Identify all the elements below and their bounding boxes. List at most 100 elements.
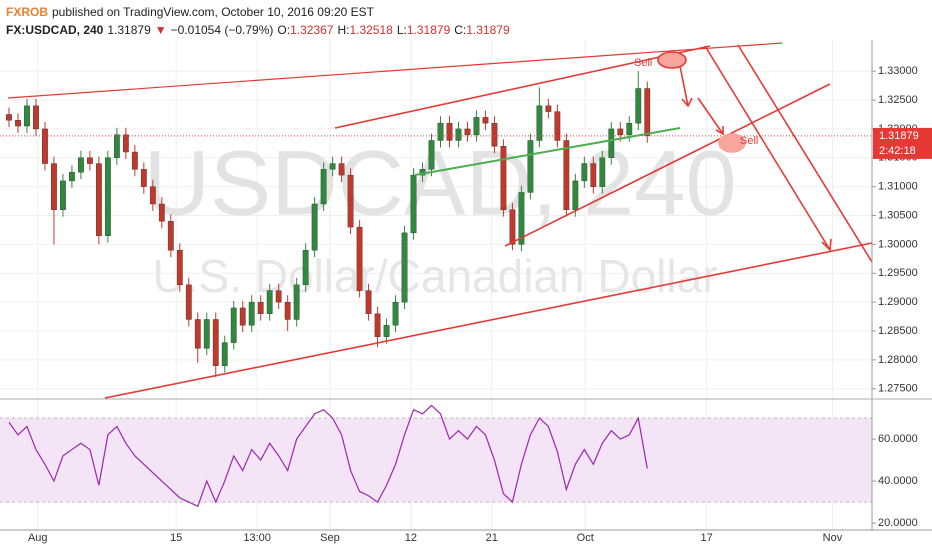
candle-body	[338, 163, 345, 176]
candle-body	[374, 313, 381, 337]
y-tick-label: 1.30500	[878, 209, 918, 221]
candle-body	[212, 319, 219, 366]
ohlc-key: L:	[396, 23, 407, 37]
candle-body	[69, 172, 75, 182]
arrow-head	[681, 97, 693, 108]
x-tick-label: 13:00	[243, 532, 271, 544]
candle-body	[446, 122, 453, 141]
candle-body	[626, 122, 633, 135]
candle-body	[104, 157, 111, 236]
header: FXROB published on TradingView.com, Octo…	[6, 3, 510, 39]
arrow-head	[821, 238, 832, 252]
candle-body	[95, 163, 102, 236]
candle-body	[536, 105, 543, 141]
candle-body	[60, 180, 66, 210]
candle-body	[437, 122, 444, 141]
plot	[0, 71, 872, 508]
candle-body	[86, 157, 93, 164]
y-tick-label: 1.33000	[878, 65, 918, 77]
arrow	[679, 65, 689, 107]
x-tick-label: 15	[170, 532, 182, 544]
candle-body	[203, 319, 210, 349]
ohlc-item: H: 1.32518	[337, 21, 392, 39]
ohlc-value: 1.31879	[406, 23, 451, 37]
trend-line	[704, 45, 831, 251]
ohlc-item: L: 1.31879	[397, 21, 450, 39]
annotation: Sell	[740, 135, 758, 147]
arrow: ▼	[154, 23, 167, 37]
ohlc-item: O: 1.32367	[277, 21, 333, 39]
candle-body	[78, 157, 84, 173]
price-tag-label: 1.31879	[879, 130, 919, 142]
ohlc-key: O:	[277, 23, 291, 37]
user[interactable]: FXROB	[6, 5, 48, 19]
candle-body	[158, 203, 165, 222]
candle-body	[617, 128, 624, 135]
quote-line: FX:USDCAD, 240 1.31879 ▼ −0.01054 (−0.79…	[6, 21, 510, 39]
x-tick-label: 21	[486, 532, 498, 544]
candle-body	[563, 140, 570, 210]
publish-line: FXROB published on TradingView.com, Octo…	[6, 3, 510, 21]
candle-body	[131, 151, 138, 170]
y-tick-label: 1.29000	[878, 296, 918, 308]
candle-body	[401, 232, 408, 303]
ohlc-key: C:	[454, 23, 467, 37]
candle-body	[509, 209, 516, 245]
candle-body	[491, 122, 498, 147]
price: 1.31879	[107, 23, 151, 37]
arrow	[697, 97, 724, 135]
candle-body	[149, 186, 156, 205]
candle-body	[275, 290, 282, 303]
candle-body	[482, 117, 489, 124]
ohlc-value: 1.32518	[349, 23, 393, 37]
candle-body	[347, 174, 354, 228]
trend-line	[737, 44, 873, 263]
candle-body	[518, 192, 525, 245]
trend-line	[104, 242, 873, 399]
candle-body	[176, 249, 183, 286]
y-tick-label: 20.0000	[878, 517, 918, 529]
watermark: USDCAD, 240	[143, 132, 736, 234]
ohlc-value: 1.31879	[466, 23, 510, 37]
candle-body	[329, 163, 336, 170]
candle-body	[221, 342, 228, 366]
ohlc-value: 1.32367	[290, 23, 334, 37]
symbol: FX:USDCAD, 240	[6, 23, 104, 37]
candle-body	[356, 226, 363, 291]
ohlc-item: C: 1.31879	[454, 21, 509, 39]
x-tick-label: Nov	[823, 532, 843, 544]
candle-body	[545, 105, 552, 112]
candle-body	[24, 105, 30, 127]
candle-body	[284, 301, 291, 320]
candle-body	[599, 157, 606, 187]
candle-body	[6, 114, 12, 121]
y-tick-label: 60.0000	[878, 433, 918, 445]
candle-body	[122, 134, 129, 153]
x-tick-label: 17	[700, 532, 712, 544]
candle-body	[500, 146, 507, 210]
watermark-sub: U.S. Dollar/Canadian Dollar	[152, 250, 717, 302]
candle-body	[464, 128, 471, 135]
candle-body	[383, 325, 390, 337]
y-tick-label: 1.28500	[878, 325, 918, 337]
candle-body	[33, 105, 39, 130]
drawings	[7, 42, 873, 399]
y-tick-label: 1.30000	[878, 238, 918, 250]
candle-body	[42, 128, 48, 164]
x-tick-label: Aug	[28, 532, 48, 544]
candle-body	[554, 111, 561, 141]
published: published on TradingView.com, October 10…	[52, 5, 374, 19]
x-tick-label: Sep	[320, 532, 340, 544]
grid	[0, 40, 872, 530]
trend-line	[7, 42, 783, 99]
arrow-head	[715, 126, 724, 136]
candle-body	[194, 319, 201, 349]
trend-line	[504, 83, 831, 247]
candle-body	[311, 203, 318, 251]
trend-line	[414, 127, 681, 176]
signal	[657, 51, 687, 69]
candle-body	[572, 180, 579, 210]
candle-body	[608, 128, 615, 158]
